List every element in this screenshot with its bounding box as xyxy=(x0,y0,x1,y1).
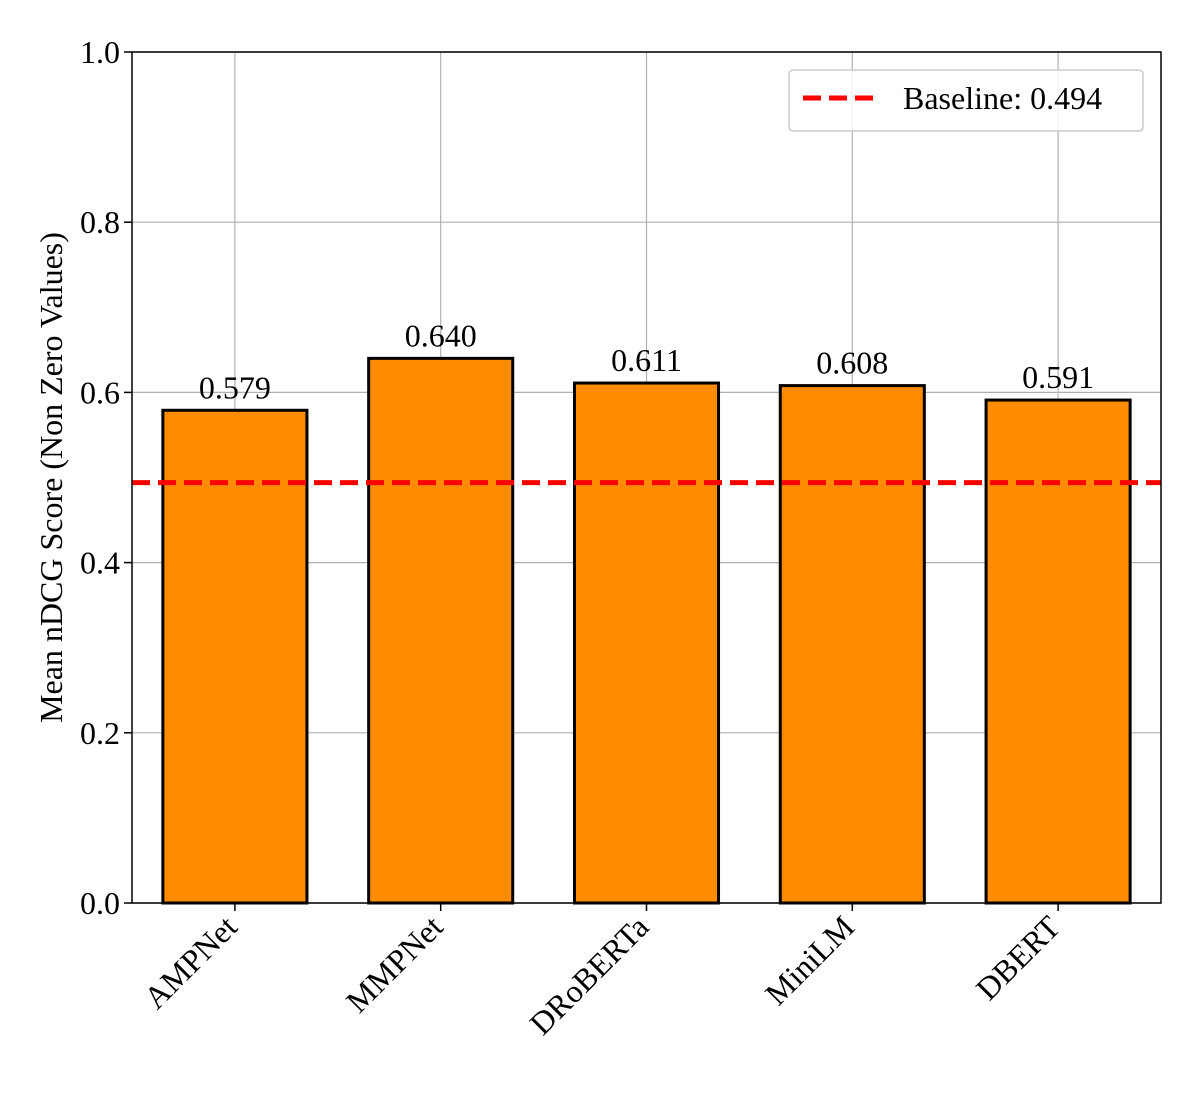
data-label-mmpnet: 0.640 xyxy=(405,317,477,353)
bar-droberta xyxy=(572,381,721,905)
data-label-minilm: 0.608 xyxy=(816,345,888,381)
x-tick-label-mmpnet: MMPNet xyxy=(339,908,450,1019)
bar-mmpnet xyxy=(367,356,515,905)
x-axis-ticks: AMPNet MMPNet DRoBERTa MiniLM DBERT xyxy=(137,903,1068,1042)
data-label-dbert: 0.591 xyxy=(1022,359,1094,395)
bar-ampnet xyxy=(161,408,309,905)
y-tick-label: 0.8 xyxy=(80,204,120,240)
y-axis-label: Mean nDCG Score (Non Zero Values) xyxy=(33,232,69,723)
bar-minilm xyxy=(778,384,926,905)
y-tick-label: 1.0 xyxy=(80,34,120,70)
data-label-ampnet: 0.579 xyxy=(199,369,271,405)
legend: Baseline: 0.494 xyxy=(788,69,1144,132)
data-labels: 0.579 0.640 0.611 0.608 0.591 xyxy=(199,317,1094,405)
y-tick-label: 0.4 xyxy=(80,545,120,581)
y-tick-label: 0.2 xyxy=(80,715,120,751)
y-tick-label: 0.0 xyxy=(80,885,120,921)
x-tick-label-dbert: DBERT xyxy=(969,908,1068,1007)
bars xyxy=(161,356,1132,905)
data-label-droberta: 0.611 xyxy=(611,342,682,378)
x-tick-label-minilm: MiniLM xyxy=(758,908,861,1011)
bar-dbert xyxy=(984,398,1132,905)
x-tick-label-ampnet: AMPNet xyxy=(137,908,244,1015)
y-axis-ticks: 0.0 0.2 0.4 0.6 0.8 1.0 xyxy=(80,34,132,921)
legend-baseline-label: Baseline: 0.494 xyxy=(903,80,1102,116)
legend-box xyxy=(788,69,1144,132)
x-tick-label-droberta: DRoBERTa xyxy=(522,908,655,1041)
y-tick-label: 0.6 xyxy=(80,374,120,410)
